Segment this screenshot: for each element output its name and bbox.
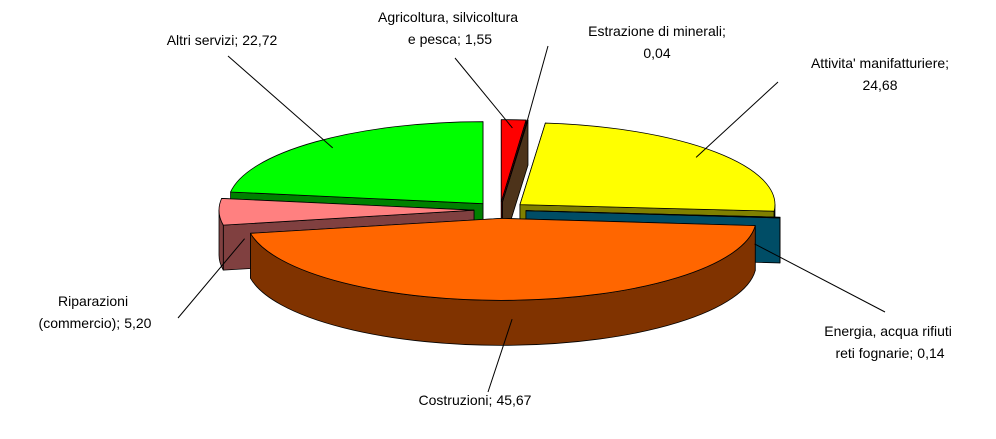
- label-line: Costruzioni;: [419, 392, 493, 408]
- slice-label: Altri servizi; 22,72: [167, 32, 278, 48]
- leader-line: [524, 45, 549, 129]
- slice-label: Costruzioni; 45,67: [419, 392, 532, 408]
- leader-line: [695, 81, 779, 158]
- leader-line: [754, 243, 886, 313]
- slice-top: [500, 119, 527, 203]
- value-label: 0,14: [917, 345, 944, 361]
- value-label: 5,20: [124, 315, 151, 331]
- category-label: Costruzioni;: [419, 392, 493, 408]
- slice-label: Riparazioni (commercio); 5,20: [39, 293, 152, 331]
- leader-line: [227, 55, 334, 149]
- category-label: Altri servizi;: [167, 32, 239, 48]
- slice-top: [250, 217, 756, 301]
- label-line: Attivita' manifatturiere;: [811, 55, 949, 71]
- category-label: Attivita' manifatturiere;: [811, 55, 949, 71]
- leader-line: [454, 57, 513, 129]
- label-line: (commercio);: [39, 315, 121, 331]
- slice-top: [525, 210, 781, 219]
- slice-label: Attivita' manifatturiere; 24,68: [811, 55, 949, 93]
- slice-label: Energia, acqua rifiuti reti fognarie; 0,1…: [824, 323, 956, 361]
- leader-line: [177, 238, 245, 319]
- value-label: 22,72: [242, 32, 277, 48]
- label-line: Estrazione di minerali;: [588, 23, 726, 39]
- slice: [250, 217, 756, 346]
- label-line: Riparazioni: [58, 293, 132, 309]
- category-label: Estrazione di minerali;: [588, 23, 726, 39]
- value-label: 1,55: [465, 31, 492, 47]
- slice-top: [519, 122, 776, 212]
- slice-top: [218, 198, 475, 226]
- label-line: Altri servizi;: [167, 32, 239, 48]
- category-label: Riparazioni (commercio);: [39, 293, 132, 331]
- label-line: reti fognarie;: [835, 345, 913, 361]
- label-line: Energia, acqua rifiuti: [824, 323, 956, 339]
- category-label: Agricoltura, silvicoltura e pesca;: [378, 9, 522, 47]
- value-label: 0,04: [643, 45, 670, 61]
- label-line: Agricoltura, silvicoltura: [378, 9, 522, 25]
- value-label: 45,67: [496, 392, 531, 408]
- slice-label: Estrazione di minerali; 0,04: [588, 23, 726, 61]
- value-label: 24,68: [862, 77, 897, 93]
- pie: [218, 119, 781, 346]
- slice-label: Agricoltura, silvicoltura e pesca; 1,55: [378, 9, 522, 47]
- label-line: e pesca;: [408, 31, 461, 47]
- slice-top: [230, 121, 484, 205]
- category-label: Energia, acqua rifiuti reti fognarie;: [824, 323, 956, 361]
- leader-line: [487, 318, 513, 393]
